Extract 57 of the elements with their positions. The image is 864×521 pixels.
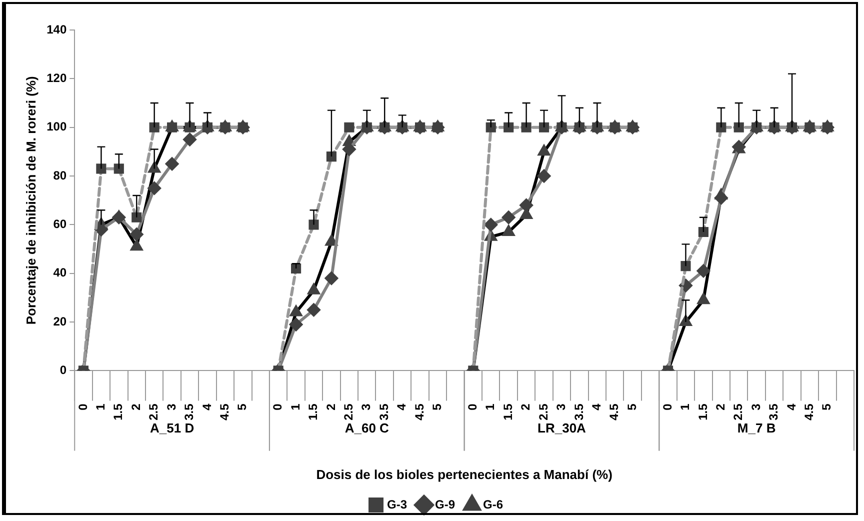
x-tick-label: 4 xyxy=(394,403,409,410)
text: M_7 B xyxy=(737,420,776,436)
y-tick-label: 20 xyxy=(53,314,67,328)
x-tick-label: 3 xyxy=(554,403,568,410)
y-tick-label: 0 xyxy=(60,363,67,378)
y-tick-label: 60 xyxy=(53,217,67,232)
x-tick-label: 4 xyxy=(200,403,214,410)
y-tick-label: 100 xyxy=(46,120,67,134)
y-tick-label: 40 xyxy=(53,266,67,280)
x-tick-label: 3.5 xyxy=(376,403,391,420)
y-tick-label: 140 xyxy=(46,22,67,36)
x-tick-label: 0 xyxy=(270,403,285,410)
text: A_60 C xyxy=(344,420,390,436)
x-tick-label: 2 xyxy=(128,403,143,410)
x-tick-label: 2.5 xyxy=(146,403,161,420)
x-tick-label: 5 xyxy=(820,403,834,410)
x-tick-label: 0 xyxy=(465,403,480,410)
x-tick-label: 3.5 xyxy=(572,403,586,420)
x-tick-label: 2.5 xyxy=(536,403,550,420)
x-tick-label: 3 xyxy=(748,403,763,410)
x-tick-label: 4.5 xyxy=(217,403,232,420)
x-tick-label: 4 xyxy=(784,403,798,410)
x-tick-label: 5 xyxy=(235,403,250,410)
x-tick-label: 2 xyxy=(713,403,728,410)
legend-label: G-9 xyxy=(435,497,456,512)
text: LR_30A xyxy=(538,420,587,436)
legend-label: G-6 xyxy=(483,497,504,512)
x-axis-title: Dosis de los bioles pertenecientes a Manabí (%) xyxy=(316,466,612,482)
x-tick-label: 1 xyxy=(678,403,692,410)
x-tick-label: 1 xyxy=(94,403,108,410)
x-tick-label: 2.5 xyxy=(341,403,356,420)
x-tick-label: 5 xyxy=(430,403,444,410)
x-tick-label: 0 xyxy=(76,403,90,410)
x-tick-label: 3.5 xyxy=(182,403,196,420)
text: A_51 D xyxy=(150,420,194,436)
x-tick-label: 2 xyxy=(518,403,533,410)
x-tick-label: 1.5 xyxy=(306,403,320,420)
x-tick-label: 1 xyxy=(288,403,302,410)
x-tick-label: 1 xyxy=(483,403,498,410)
x-tick-label: 2.5 xyxy=(731,403,746,420)
x-tick-label: 2 xyxy=(324,403,338,410)
y-tick-label: 80 xyxy=(53,168,67,182)
x-tick-label: 4.5 xyxy=(607,403,622,420)
x-tick-label: 3 xyxy=(359,403,374,410)
x-tick-label: 1.5 xyxy=(696,403,710,420)
y-axis-title: Porcentaje de inhibición de M. roreri (%) xyxy=(23,76,38,325)
x-tick-label: 4.5 xyxy=(802,403,816,420)
x-tick-label: 0 xyxy=(660,403,674,410)
x-tick-label: 1.5 xyxy=(111,403,126,420)
x-tick-label: 4 xyxy=(589,403,604,410)
x-tick-label: 1.5 xyxy=(500,403,515,420)
legend-label: G-3 xyxy=(386,497,408,512)
y-tick-label: 120 xyxy=(46,70,67,85)
x-tick-label: 3 xyxy=(164,403,178,410)
x-tick-label: 5 xyxy=(624,403,639,410)
x-tick-label: 4.5 xyxy=(412,403,426,420)
x-tick-label: 3.5 xyxy=(766,403,781,420)
